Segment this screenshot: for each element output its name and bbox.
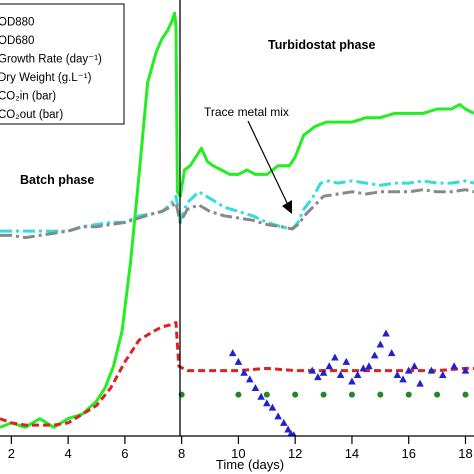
dry-weight-point <box>377 391 384 398</box>
legend-label: CO₂in (bar) <box>0 91 56 103</box>
growth-rate-point <box>291 431 297 436</box>
growth-rate-point <box>393 370 402 378</box>
trace-metal-arrow <box>247 120 289 206</box>
growth-rate-point <box>263 399 271 407</box>
legend: OD880 OD680 Growth Rate (day⁻¹) Dry Weight … <box>0 3 125 125</box>
series-2-line <box>0 321 474 427</box>
legend-box <box>0 3 125 125</box>
growth-rate-point <box>353 370 362 378</box>
dry-weight-point <box>462 391 469 398</box>
dry-weight-point <box>320 391 327 398</box>
series-4-group <box>178 391 469 398</box>
growth-rate-point <box>376 340 385 348</box>
x-tick-label: 16 <box>401 446 415 461</box>
dry-weight-point <box>348 391 355 398</box>
trace-metal-arrowhead <box>282 200 292 214</box>
series-3-group <box>228 329 470 436</box>
growth-rate-point <box>268 403 277 411</box>
legend-entry: Dry Weight (g.L⁻¹) <box>0 72 92 84</box>
growth-rate-point <box>365 362 373 370</box>
x-axis-ticks: 2 4 6 8 10 12 14 16 18 <box>8 436 473 461</box>
growth-rate-point <box>404 366 413 374</box>
series-layer <box>0 11 474 436</box>
growth-rate-point <box>280 418 288 426</box>
series-1-line <box>0 11 474 429</box>
growth-rate-point <box>234 357 243 365</box>
growth-rate-point <box>308 366 317 374</box>
growth-rate-point <box>251 384 260 392</box>
dry-weight-point <box>263 391 270 398</box>
legend-entry: OD880 <box>0 17 34 29</box>
series-5-group <box>0 179 474 233</box>
x-tick-label: 10 <box>231 446 245 461</box>
growth-rate-point <box>382 329 390 337</box>
growth-rate-point <box>410 362 419 370</box>
growth-rate-point <box>399 375 407 383</box>
x-axis-title: Time (days) <box>216 457 284 472</box>
series-2-group <box>0 321 474 427</box>
growth-rate-point <box>257 392 265 400</box>
growth-rate-point <box>416 379 424 387</box>
legend-label: Dry Weight (g.L⁻¹) <box>0 72 92 84</box>
legend-entry: CO₂out (bar) <box>0 109 63 121</box>
growth-rate-point <box>427 366 436 374</box>
dry-weight-point <box>405 391 412 398</box>
trace-metal-label: Trace metal mix <box>204 105 289 119</box>
growth-rate-point <box>314 373 322 381</box>
x-tick-label: 6 <box>121 446 128 461</box>
growth-rate-point <box>461 366 470 374</box>
growth-rate-point <box>228 349 237 357</box>
growth-rate-point <box>348 377 356 385</box>
growth-rate-point <box>370 351 379 359</box>
x-tick-label: 4 <box>65 446 72 461</box>
growth-rate-point <box>342 357 351 365</box>
series-1-group <box>0 11 474 429</box>
growth-rate-point <box>240 368 248 376</box>
growth-rate-point <box>319 368 328 376</box>
legend-entry: OD680 <box>0 35 34 47</box>
x-tick-label: 12 <box>288 446 302 461</box>
series-6-line <box>0 188 474 240</box>
dry-weight-point <box>235 391 242 398</box>
x-tick-label: 14 <box>345 446 359 461</box>
growth-rate-point <box>359 364 368 372</box>
dry-weight-point <box>292 391 299 398</box>
series-5-line <box>0 179 474 233</box>
growth-rate-point <box>284 425 292 433</box>
legend-entry: Growth Rate (day⁻¹) <box>0 54 102 66</box>
batch-phase-label: Batch phase <box>20 173 94 187</box>
series-6-group <box>0 188 474 240</box>
x-tick-label: 18 <box>458 446 472 461</box>
legend-entry: CO₂in (bar) <box>0 91 56 103</box>
growth-rate-point <box>274 412 282 420</box>
growth-rate-point <box>325 362 334 370</box>
growth-rate-point <box>387 349 396 357</box>
growth-rate-point <box>331 353 339 361</box>
legend-label: OD680 <box>0 35 34 47</box>
dry-weight-point <box>434 391 441 398</box>
legend-label: OD880 <box>0 17 34 29</box>
turbidostat-phase-label: Turbidostat phase <box>268 38 375 52</box>
growth-rate-point <box>450 362 458 370</box>
growth-rate-point <box>245 375 254 383</box>
growth-rate-point <box>336 370 345 378</box>
x-tick-label: 2 <box>8 446 15 461</box>
growth-rate-point <box>438 370 447 378</box>
x-tick-label: 8 <box>178 446 185 461</box>
legend-label: CO₂out (bar) <box>0 109 63 121</box>
legend-label: Growth Rate (day⁻¹) <box>0 54 102 66</box>
